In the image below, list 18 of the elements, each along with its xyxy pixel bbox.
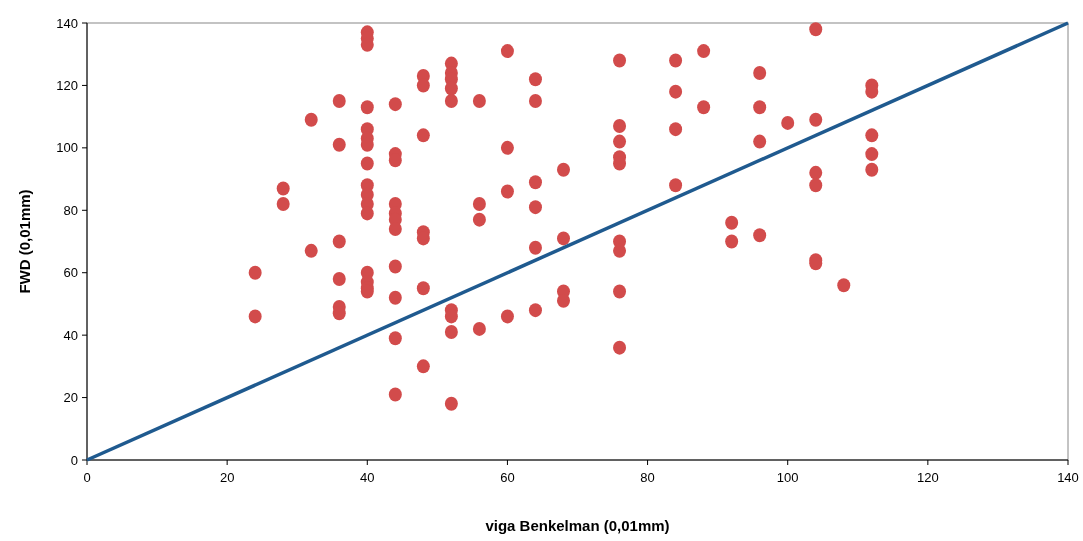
y-tick-label: 40: [63, 327, 78, 343]
x-tick-label: 100: [776, 470, 799, 485]
x-tick-label: 0: [83, 470, 91, 485]
y-tick-label: 100: [56, 140, 78, 156]
x-tick-label: 60: [500, 470, 515, 485]
x-tick-label: 80: [640, 470, 655, 485]
y-tick-label: 140: [56, 15, 78, 31]
y-tick-label: 120: [56, 77, 78, 93]
y-tick-label: 80: [63, 202, 78, 218]
x-axis-title: viga Benkelman (0,01mm): [485, 517, 670, 534]
y-tick-label: 60: [63, 265, 78, 281]
y-axis-title: FWD (0,01mm): [16, 189, 33, 294]
x-tick-label: 40: [360, 470, 375, 485]
y-tick-label: 20: [63, 390, 78, 406]
y-tick-label: 0: [70, 452, 78, 468]
x-tick-label: 120: [917, 470, 939, 485]
x-tick-label: 20: [219, 470, 235, 485]
x-tick-label: 140: [1057, 470, 1079, 485]
